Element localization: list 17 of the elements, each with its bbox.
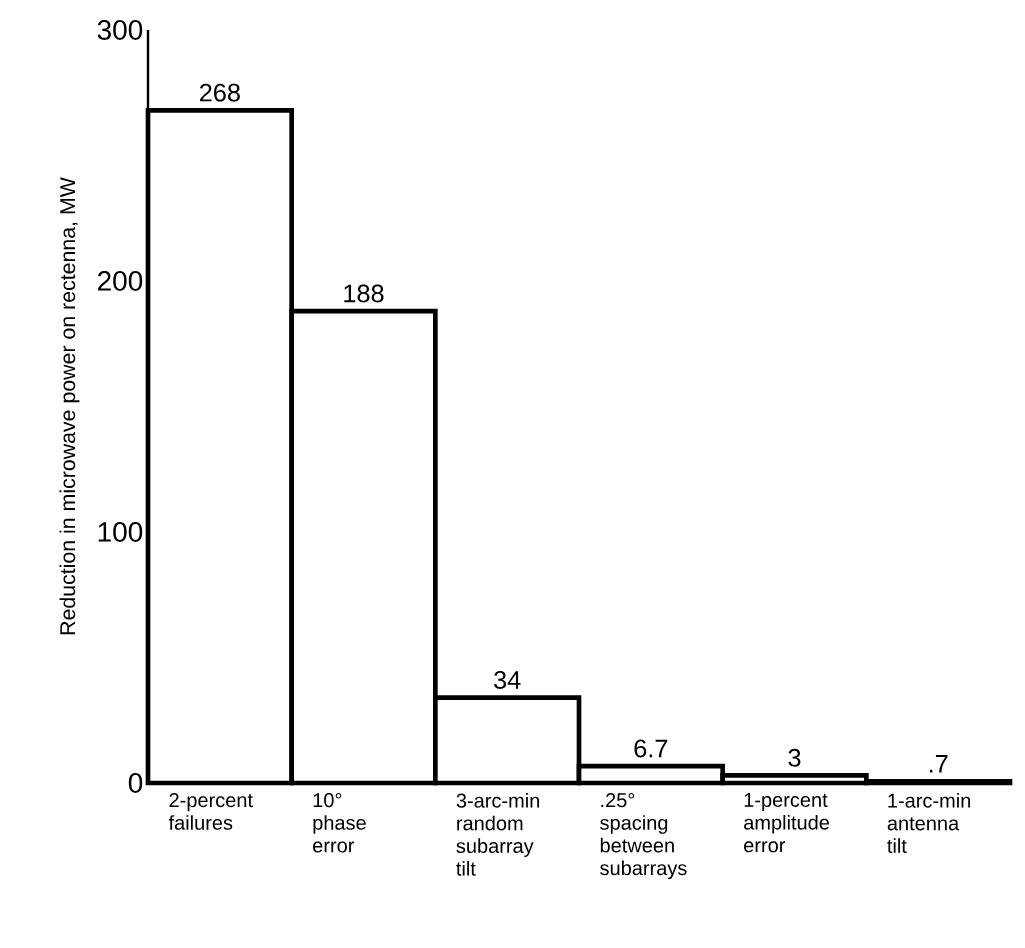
x-tick-label: 2-percent failures — [168, 793, 253, 830]
data-label: 188 — [344, 284, 384, 303]
x-tick-label: 10° phase error — [313, 793, 366, 853]
data-label: 34 — [494, 671, 521, 689]
y-axis-title: Reduction in microwave power on rectenna, MW — [59, 177, 80, 635]
x-tick-label: .25° spacing between subarrays — [600, 793, 687, 880]
y-tick-label: 200 — [97, 271, 143, 291]
x-tick-label: 1-arc-min antenna tilt — [887, 793, 971, 853]
y-tick-label: 100 — [98, 522, 143, 542]
y-tick-label: 300 — [97, 20, 143, 40]
x-tick-label: 1-percent amplitude error — [744, 793, 830, 853]
data-label: 6.7 — [634, 739, 668, 758]
x-tick-label: 3-arc-min random subarray tilt — [456, 793, 540, 876]
data-label: 268 — [199, 83, 240, 102]
data-label: .7 — [929, 755, 948, 773]
y-tick-label: 0 — [128, 773, 143, 793]
data-label: 3 — [788, 748, 801, 767]
